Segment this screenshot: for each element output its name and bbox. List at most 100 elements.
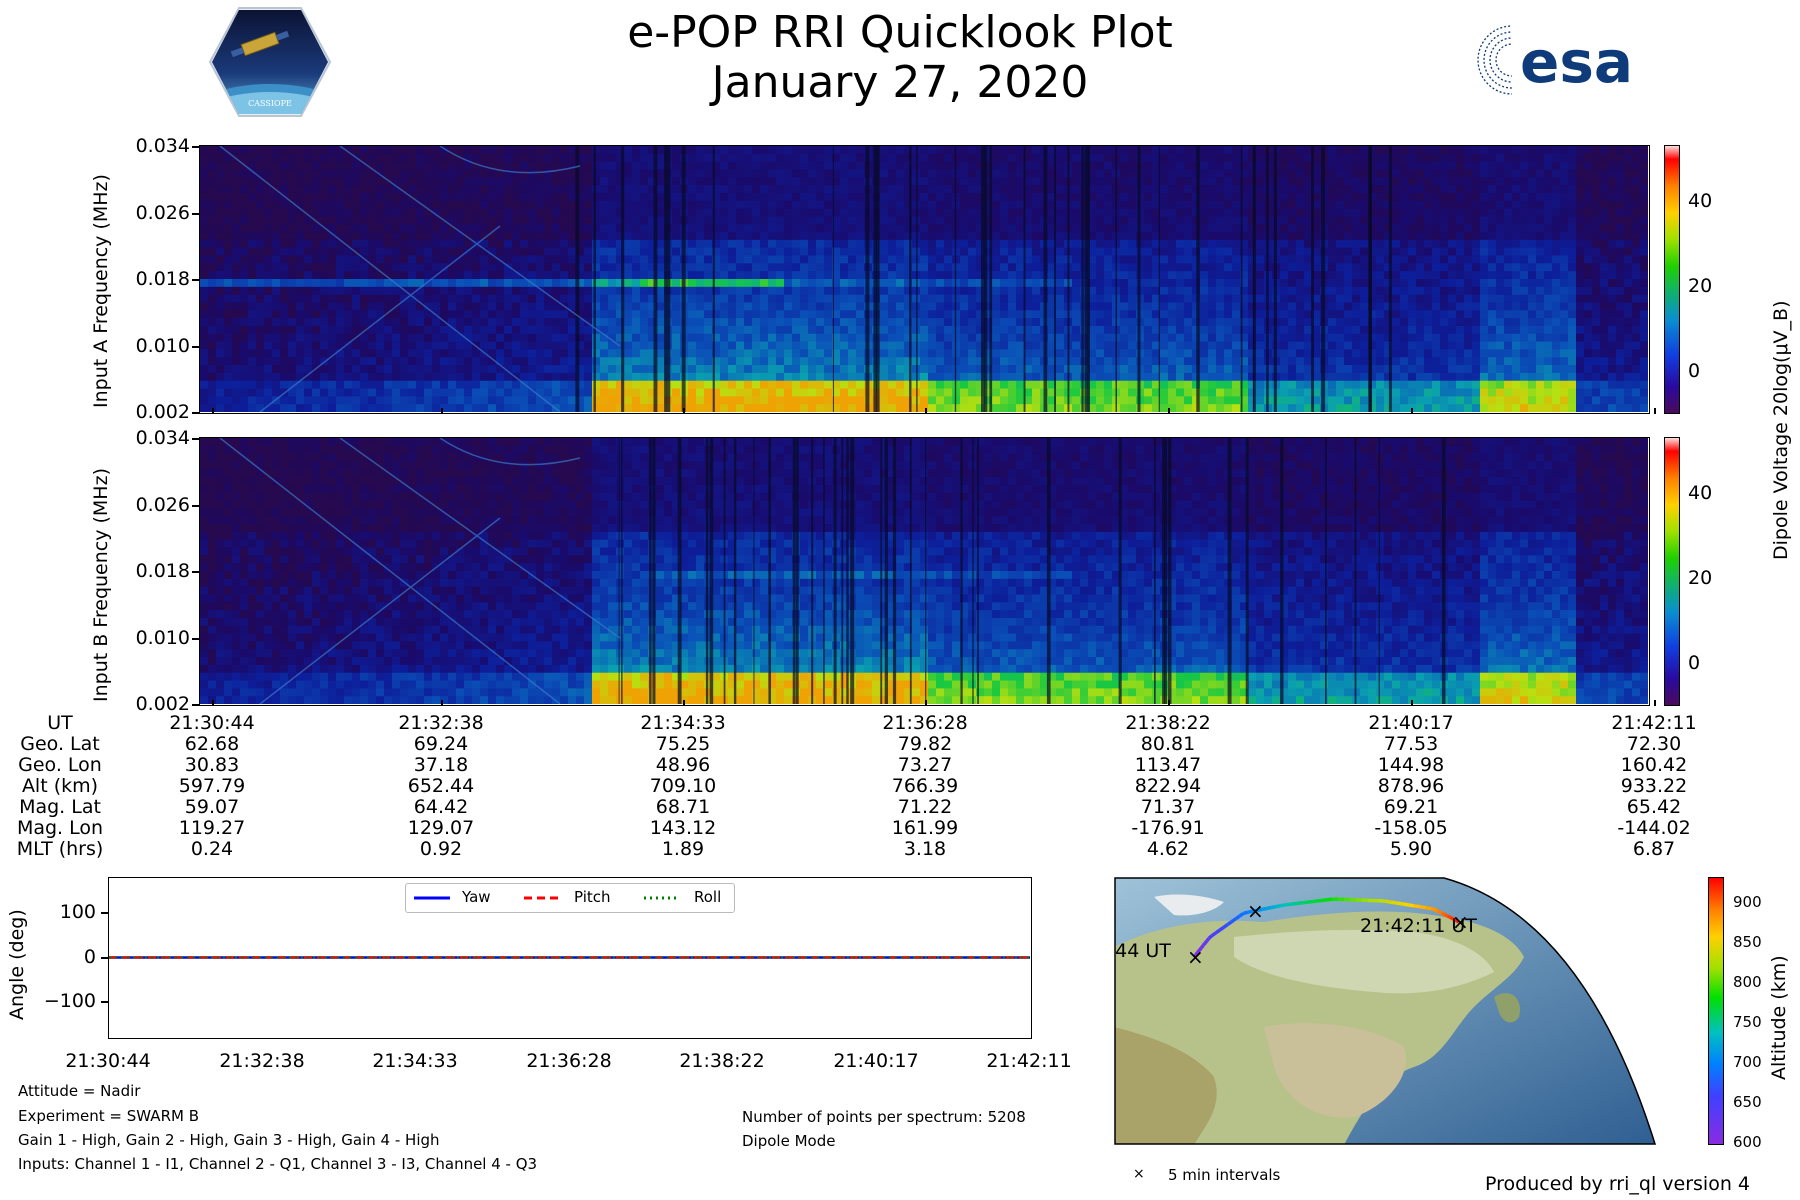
ephemeris-value: 0.24: [190, 838, 234, 860]
spec-ytick: 0.010: [135, 335, 190, 357]
ephemeris-value: 68.71: [655, 796, 711, 818]
tick-mark: [212, 408, 214, 414]
spectrogram-a-ylabel: Input A Frequency (MHz): [90, 174, 112, 408]
tick-mark: [1168, 408, 1170, 414]
tick-mark: [1411, 408, 1413, 414]
orbit-marker: ×: [1247, 899, 1264, 923]
orbit-segment: [1390, 900, 1397, 905]
attitude-xtick: 21:30:44: [65, 1050, 151, 1072]
orbit-segment: [1449, 915, 1455, 921]
colorbar-tick: 0: [1688, 360, 1701, 382]
marker-legend-icon: ×: [1133, 1166, 1145, 1182]
orbit-segment: [1203, 939, 1209, 945]
spectrogram-b-ylabel: Input B Frequency (MHz): [90, 468, 112, 702]
tick-mark: [441, 700, 443, 706]
info-gain: Gain 1 - High, Gain 2 - High, Gain 3 - H…: [18, 1131, 440, 1149]
attitude-xtick: 21:42:11: [986, 1050, 1072, 1072]
altitude-tick: 750: [1733, 1013, 1762, 1031]
altitude-colorbar: [1708, 877, 1724, 1145]
marker-legend: 5 min intervals: [1168, 1166, 1281, 1184]
ephemeris-value: 709.10: [649, 775, 717, 797]
colorbar-tick: 40: [1688, 482, 1713, 504]
orbit-segment: [1207, 934, 1213, 940]
ephemeris-value: 73.27: [897, 754, 953, 776]
attitude-ytick: −100: [43, 990, 96, 1012]
legend-yaw: Yaw: [462, 888, 491, 906]
orbit-segment: [1230, 917, 1237, 924]
tick-mark: [192, 438, 199, 440]
attitude-ytick: 0: [83, 946, 96, 968]
ephemeris-value: 119.27: [178, 817, 246, 839]
tick-mark: [192, 638, 199, 640]
tick-mark: [101, 957, 108, 959]
tick-mark: [192, 346, 199, 348]
ephemeris-label: Alt (km): [21, 775, 99, 797]
plot-date: January 27, 2020: [711, 57, 1089, 108]
ephemeris-value: 21:34:33: [640, 712, 726, 734]
ephemeris-value: 144.98: [1377, 754, 1445, 776]
orbit-segment: [1205, 937, 1211, 942]
orbit-segment: [1285, 902, 1292, 907]
ephemeris-label: UT: [47, 712, 73, 734]
ephemeris-value: 79.82: [897, 733, 953, 755]
ephemeris-value: 161.99: [891, 817, 959, 839]
tick-mark: [192, 213, 199, 215]
spec-ytick: 0.018: [135, 268, 190, 290]
ephemeris-value: 878.96: [1377, 775, 1445, 797]
ephemeris-value: 75.25: [655, 733, 711, 755]
colorbar-label: Dipole Voltage 20log(μV_B): [1770, 300, 1792, 561]
ephemeris-label: Geo. Lon: [18, 754, 102, 776]
ephemeris-value: 933.22: [1620, 775, 1688, 797]
orbit-segment: [1437, 909, 1443, 915]
tick-mark: [683, 700, 685, 706]
ephemeris-value: 160.42: [1620, 754, 1688, 776]
ephemeris-value: -176.91: [1131, 817, 1205, 839]
orbit-segment: [1198, 946, 1203, 952]
ephemeris-value: 59.07: [184, 796, 240, 818]
orbit-segment: [1302, 900, 1310, 905]
orbit-segment: [1226, 920, 1233, 927]
altitude-tick: 850: [1733, 933, 1762, 951]
ephemeris-value: 21:36:28: [882, 712, 968, 734]
ephemeris-value: 21:38:22: [1125, 712, 1211, 734]
ephemeris-value: 113.47: [1134, 754, 1202, 776]
orbit-segment: [1425, 905, 1432, 911]
ephemeris-value: 597.79: [178, 775, 246, 797]
tick-mark: [1654, 700, 1656, 706]
ephemeris-value: 30.83: [184, 754, 240, 776]
tick-mark: [1168, 700, 1170, 706]
orbit-segment: [1413, 904, 1421, 909]
attitude-xtick: 21:36:28: [526, 1050, 612, 1072]
ephemeris-value: 3.18: [903, 838, 947, 860]
orbit-segment: [1242, 910, 1249, 916]
orbit-segment: [1326, 897, 1333, 902]
orbit-segment: [1407, 903, 1415, 908]
plot-title: e-POP RRI Quicklook Plot: [627, 7, 1173, 58]
info-attitude: Attitude = Nadir: [18, 1082, 141, 1100]
orbit-segment: [1320, 898, 1327, 903]
esa-logo: esa: [1470, 20, 1700, 100]
orbit-segment: [1384, 899, 1391, 904]
orbit-segment: [1314, 898, 1321, 904]
orbit-segment: [1266, 905, 1272, 911]
orbit-segment: [1210, 931, 1217, 938]
orbit-segment: [1402, 902, 1409, 907]
ephemeris-label: Mag. Lat: [19, 796, 101, 818]
ephemeris-value: 71.22: [897, 796, 953, 818]
ephemeris-value: 37.18: [413, 754, 469, 776]
info-experiment: Experiment = SWARM B: [18, 1107, 199, 1125]
orbit-segment: [1200, 944, 1205, 949]
attitude-plot: [108, 877, 1032, 1039]
orbit-segment: [1194, 951, 1200, 956]
spec-ytick: 0.026: [135, 494, 190, 516]
orbit-segment: [1222, 923, 1229, 929]
ephemeris-value: 62.68: [184, 733, 240, 755]
tick-mark: [441, 408, 443, 414]
info-mode: Dipole Mode: [742, 1132, 836, 1150]
orbit-segment: [1297, 900, 1304, 906]
ephemeris-value: 652.44: [407, 775, 475, 797]
attitude-xtick: 21:32:38: [219, 1050, 305, 1072]
ephemeris-value: 4.62: [1146, 838, 1190, 860]
tick-mark: [1654, 408, 1656, 414]
spec-ytick: 0.018: [135, 560, 190, 582]
